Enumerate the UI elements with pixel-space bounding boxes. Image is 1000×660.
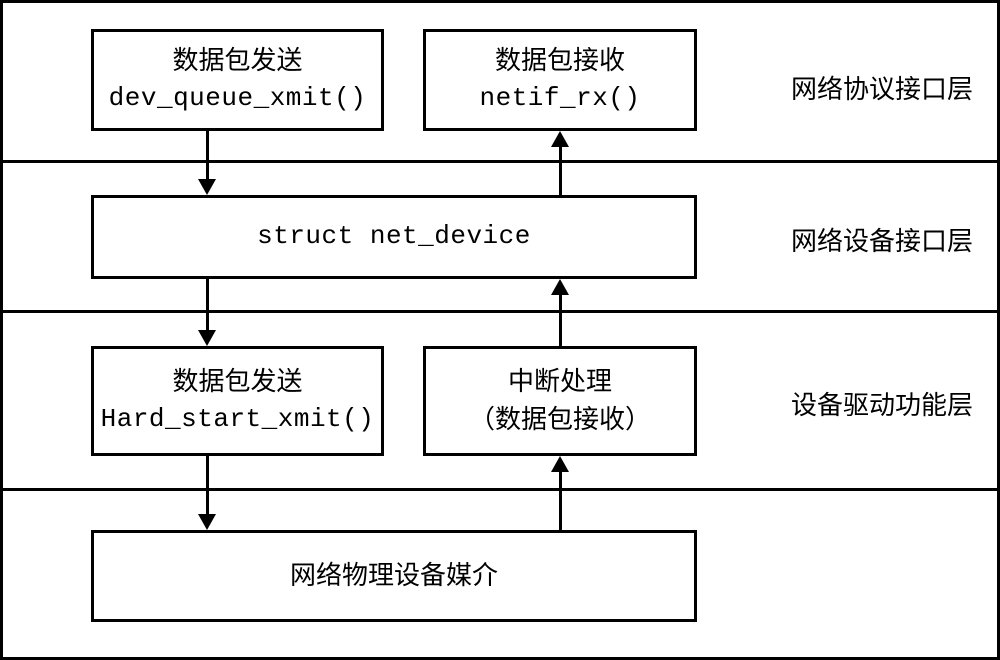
box-text: 数据包发送 — [172, 363, 302, 401]
box-netif-rx: 数据包接收 netif_rx() — [423, 29, 697, 131]
box-hard-start-xmit: 数据包发送 Hard_start_xmit() — [91, 346, 384, 456]
layer-label-1: 网络协议接口层 — [791, 69, 973, 106]
network-driver-layers-diagram: 网络协议接口层 网络设备接口层 设备驱动功能层 数据包发送 dev_queue_… — [0, 0, 1000, 660]
arrow-down-icon — [198, 330, 216, 346]
arrow-up-icon — [551, 279, 569, 295]
box-text: 数据包接收 — [495, 42, 625, 80]
box-text: （数据包接收） — [469, 401, 651, 439]
box-text: struct net_device — [257, 218, 531, 256]
box-physical-medium: 网络物理设备媒介 — [91, 530, 697, 622]
layer-label-3: 设备驱动功能层 — [791, 385, 973, 422]
arrow-up-icon — [551, 131, 569, 147]
arrow-line — [559, 470, 562, 530]
arrow-line — [206, 279, 209, 332]
arrow-line — [559, 293, 562, 346]
arrow-down-icon — [198, 514, 216, 530]
box-text: 数据包发送 — [172, 42, 302, 80]
box-net-device: struct net_device — [91, 195, 697, 279]
box-text: 中断处理 — [508, 363, 612, 401]
layer-label-2: 网络设备接口层 — [791, 221, 973, 258]
box-interrupt-handler: 中断处理 （数据包接收） — [423, 346, 697, 456]
arrow-up-icon — [551, 456, 569, 472]
arrow-line — [559, 145, 562, 195]
box-text: 网络物理设备媒介 — [290, 557, 498, 595]
box-text: netif_rx() — [479, 80, 640, 118]
arrow-down-icon — [198, 179, 216, 195]
box-text: dev_queue_xmit() — [109, 80, 367, 118]
box-dev-queue-xmit: 数据包发送 dev_queue_xmit() — [91, 29, 384, 131]
arrow-line — [206, 131, 209, 181]
box-text: Hard_start_xmit() — [101, 401, 375, 439]
arrow-line — [206, 456, 209, 516]
